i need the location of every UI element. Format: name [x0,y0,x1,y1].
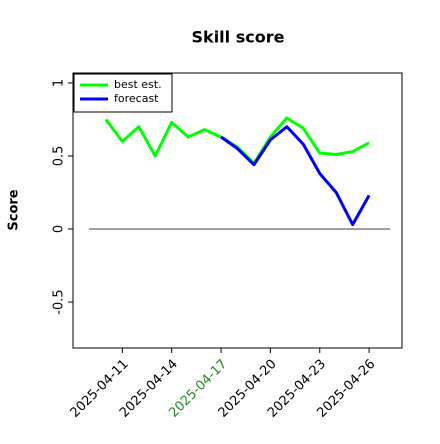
series-line [104,116,370,165]
y-tick-label: 0.5 [52,146,67,167]
y-tick-label: 0 [52,225,67,233]
legend-label: forecast [114,92,159,105]
y-axis-label: Score [7,189,22,230]
chart-title: Skill score [192,28,285,47]
y-tick-label: -0.5 [52,289,67,314]
legend-label: best est. [114,78,162,91]
plot-frame [72,72,403,349]
legend-box [73,73,173,113]
series-line [220,125,371,227]
y-tick-label: 1 [52,79,67,87]
